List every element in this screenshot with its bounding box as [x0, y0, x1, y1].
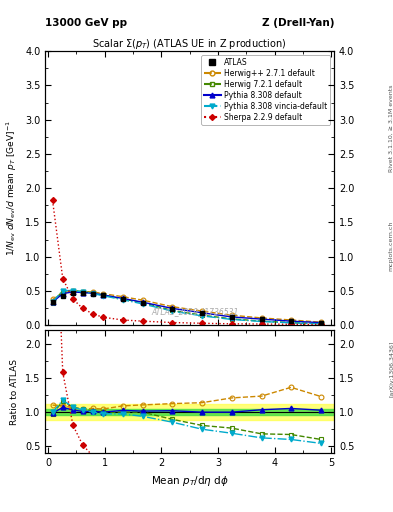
Legend: ATLAS, Herwig++ 2.7.1 default, Herwig 7.2.1 default, Pythia 8.308 default, Pythi: ATLAS, Herwig++ 2.7.1 default, Herwig 7.… [201, 55, 330, 125]
Text: mcplots.cern.ch: mcplots.cern.ch [389, 221, 393, 271]
Text: ATLAS_2019_I1736531: ATLAS_2019_I1736531 [152, 307, 239, 316]
Text: Rivet 3.1.10, ≥ 3.1M events: Rivet 3.1.10, ≥ 3.1M events [389, 84, 393, 172]
Text: 13000 GeV pp: 13000 GeV pp [45, 18, 127, 28]
Y-axis label: $1/N_\mathrm{ev}\ dN_\mathrm{ev}/d$ mean $p_T\ [\mathrm{GeV}]^{-1}$: $1/N_\mathrm{ev}\ dN_\mathrm{ev}/d$ mean… [5, 120, 19, 256]
Y-axis label: Ratio to ATLAS: Ratio to ATLAS [10, 359, 19, 424]
Text: Z (Drell-Yan): Z (Drell-Yan) [262, 18, 334, 28]
X-axis label: Mean $p_T/\mathrm{d}\eta\ \mathrm{d}\phi$: Mean $p_T/\mathrm{d}\eta\ \mathrm{d}\phi… [151, 474, 229, 487]
Text: [arXiv:1306.3436]: [arXiv:1306.3436] [389, 340, 393, 397]
Title: Scalar $\Sigma(p_T)$ (ATLAS UE in Z production): Scalar $\Sigma(p_T)$ (ATLAS UE in Z prod… [92, 37, 287, 51]
